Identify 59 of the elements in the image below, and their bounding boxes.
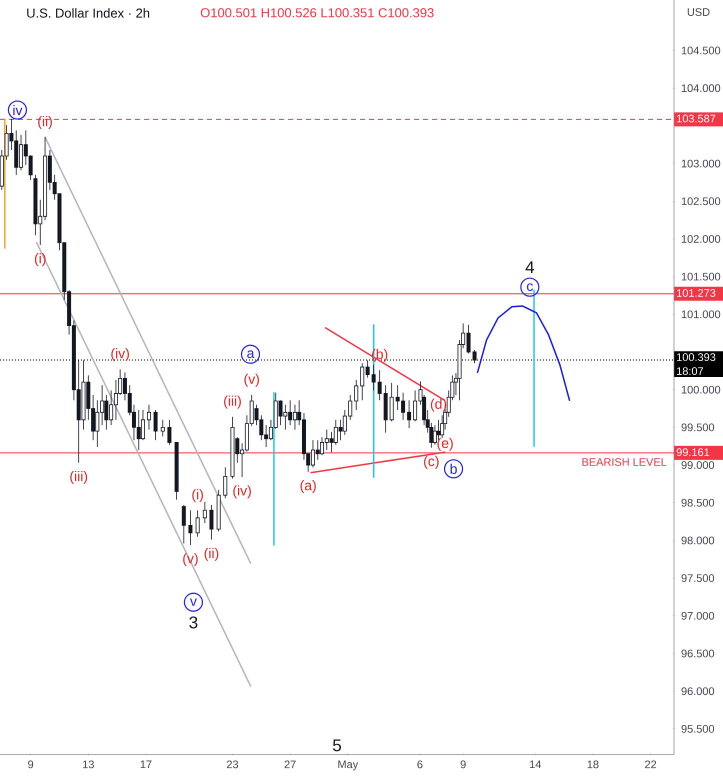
x-tick-label: 17 bbox=[140, 760, 152, 768]
x-tick-label: 6 bbox=[417, 760, 422, 768]
annotation: (v) bbox=[244, 374, 259, 387]
x-tick-label: 14 bbox=[530, 760, 542, 768]
ref-line-label: 100.393 bbox=[677, 353, 716, 362]
x-tick-label: 27 bbox=[284, 760, 296, 768]
annotation: (iii) bbox=[224, 396, 241, 409]
y-tick-label: 96.500 bbox=[682, 650, 714, 658]
annotation: (d) bbox=[430, 398, 446, 412]
x-tick-label: 9 bbox=[460, 760, 466, 768]
y-tick-label: 98.500 bbox=[682, 498, 714, 507]
x-tick-label: 13 bbox=[83, 760, 94, 768]
y-tick-label: 98.000 bbox=[682, 536, 714, 544]
y-tick-label: 104.500 bbox=[682, 46, 720, 54]
y-tick-label: 101.500 bbox=[682, 272, 720, 280]
y-tick-label: 96.000 bbox=[682, 687, 714, 696]
x-tick-label: 23 bbox=[226, 760, 238, 768]
y-tick-label: 99.000 bbox=[682, 461, 714, 469]
ref-line-label: 103.587 bbox=[677, 114, 716, 122]
y-tick-label: 97.500 bbox=[682, 574, 714, 582]
annotation: (iv) bbox=[233, 485, 251, 498]
y-tick-label: 102.000 bbox=[682, 235, 720, 243]
annotation: 3 bbox=[189, 616, 198, 628]
y-axis-title: USD bbox=[688, 8, 710, 16]
data-label: iv bbox=[13, 104, 22, 116]
text: U.S. Dollar Index · 2h bbox=[27, 8, 150, 18]
y-tick-label: 97.000 bbox=[682, 612, 714, 620]
ref-line-label: 99.161 bbox=[676, 448, 710, 456]
annotation: (a) bbox=[300, 480, 316, 494]
x-tick-label: 9 bbox=[28, 760, 34, 768]
y-tick-label: 99.500 bbox=[682, 424, 714, 432]
x-tick-label: May bbox=[338, 760, 358, 770]
annotation: (iii) bbox=[70, 470, 88, 484]
annotation: (c) bbox=[424, 456, 439, 469]
data-label: b bbox=[450, 464, 457, 474]
annotation: (iv) bbox=[111, 348, 129, 362]
annotation: (i) bbox=[192, 489, 203, 502]
y-tick-label: 100.000 bbox=[682, 386, 720, 394]
y-tick-label: 95.500 bbox=[682, 725, 714, 733]
annotation: (v) bbox=[183, 553, 198, 566]
data-label: a bbox=[247, 350, 254, 358]
annotation: 4 bbox=[526, 261, 534, 273]
y-tick-label: 104.000 bbox=[682, 84, 720, 92]
annotation: (ii) bbox=[204, 548, 218, 561]
y-tick-label: 101.000 bbox=[682, 310, 720, 318]
x-tick-label: 18 bbox=[588, 760, 599, 768]
annotation: BEARISH LEVEL bbox=[582, 458, 666, 466]
data-label: v bbox=[190, 598, 197, 606]
annotation: (ii) bbox=[38, 116, 52, 129]
annotation: (i) bbox=[34, 253, 46, 266]
annotation: 5 bbox=[332, 739, 341, 752]
data-label: c bbox=[526, 283, 533, 291]
y-tick-label: 103.000 bbox=[682, 160, 720, 168]
ref-line-label: 101.273 bbox=[677, 289, 716, 297]
chart-subtitle: O100.501 H100.526 L100.351 C100.393 bbox=[200, 8, 434, 18]
x-tick-label: 22 bbox=[645, 760, 656, 768]
annotation: (e) bbox=[437, 438, 453, 451]
text: 18:07 bbox=[677, 367, 704, 375]
y-tick-label: 102.500 bbox=[682, 197, 720, 206]
